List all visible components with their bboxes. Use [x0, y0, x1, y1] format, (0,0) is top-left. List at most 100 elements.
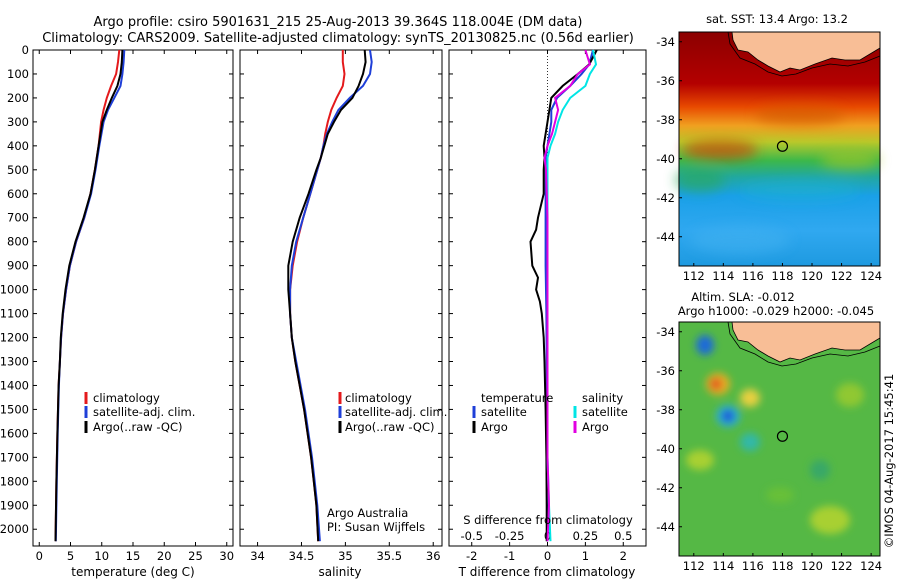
y-tick-label: 1000 — [0, 283, 29, 297]
y-tick-label: 1100 — [0, 307, 29, 321]
y-tick-label: 2000 — [0, 522, 29, 536]
salinity-xlabel: salinity — [318, 565, 361, 579]
difference-ticks: -2 -1 0 1 2-0.5 -0.25 0 0.25 0.5 — [449, 49, 646, 563]
legend-label-satellite: satellite-adj. clim. — [345, 405, 447, 419]
x-tick-label: 25 — [188, 549, 203, 563]
legend-label-s-satellite: satellite — [582, 405, 628, 419]
legend-label-satellite: satellite-adj. clim. — [93, 405, 195, 419]
sst-map-shelf-contour — [727, 31, 881, 77]
annotation-pi: PI: Susan Wijffels — [327, 520, 425, 534]
y-tick-label: 200 — [7, 91, 29, 105]
lat-tick-label: -44 — [656, 230, 675, 244]
sst-map-title: sat. SST: 13.4 Argo: 13.2 — [706, 12, 848, 26]
salinity-axes-frame — [239, 49, 443, 547]
x-tick-label: 35.5 — [376, 549, 402, 563]
temperature-panel: 0100200300400500600700800900100011001200… — [0, 43, 234, 579]
lat-tick-label: -36 — [656, 364, 675, 378]
x-tick-label: 36 — [426, 549, 441, 563]
series-line-argo-raw-qc- — [54, 49, 124, 542]
legend-label-climatology: climatology — [345, 391, 412, 405]
y-tick-label: 0 — [22, 43, 29, 57]
top-tick-label: -0.5 — [461, 529, 483, 543]
y-tick-label: 1500 — [0, 402, 29, 416]
x-tick-label: 1 — [582, 549, 589, 563]
lon-tick-label: 116 — [742, 559, 764, 573]
legend-label-t-satellite: satellite — [481, 405, 527, 419]
y-tick-label: 500 — [7, 163, 29, 177]
x-tick-label: -1 — [504, 549, 515, 563]
difference-lines — [529, 49, 598, 542]
y-tick-label: 400 — [7, 139, 29, 153]
temperature-legend: climatology satellite-adj. clim. Argo(..… — [84, 391, 195, 434]
x-tick-label: 30 — [219, 549, 234, 563]
sst-map-texture — [675, 105, 880, 254]
x-tick-label: -2 — [466, 549, 477, 563]
lat-tick-label: -44 — [656, 520, 675, 534]
legend-header-salinity: salinity — [582, 391, 623, 405]
sla-argo-location-marker — [776, 430, 789, 442]
temperature-ticks: 0 5 10 15 20 25 30 — [33, 49, 234, 563]
lat-tick-label: -40 — [656, 152, 675, 166]
difference-legend: temperature salinity satellite Argo sate… — [472, 391, 628, 434]
annotation-argo-australia: Argo Australia — [327, 506, 408, 520]
lon-tick-label: 124 — [860, 559, 882, 573]
legend-label-t-argo: Argo — [481, 420, 508, 434]
imos-credit: ©IMOS 04-Aug-2017 15:45:41 — [882, 374, 896, 549]
legend-header-temperature: temperature — [481, 391, 553, 405]
sla-map-frame — [678, 321, 881, 557]
difference-panel: -2 -1 0 1 2-0.5 -0.25 0 0.25 0.5 T difference fr… — [448, 49, 647, 579]
x-tick-label: 0 — [544, 549, 551, 563]
difference-xlabel-top: S difference from climatology — [463, 513, 633, 527]
y-tick-label: 600 — [7, 187, 29, 201]
salinity-legend: climatology satellite-adj. clim. Argo(..… — [338, 391, 447, 434]
lon-tick-label: 112 — [683, 269, 705, 283]
lon-tick-label: 112 — [683, 559, 705, 573]
sst-map-frame — [678, 31, 881, 267]
lon-tick-label: 116 — [742, 269, 764, 283]
sla-map-shelf-contour — [727, 321, 881, 367]
lon-tick-label: 118 — [771, 269, 793, 283]
y-tick-label: 300 — [7, 115, 29, 129]
sst-argo-location-marker — [776, 140, 789, 152]
lat-tick-label: -42 — [656, 481, 675, 495]
lon-tick-label: 114 — [712, 269, 734, 283]
x-tick-label: 5 — [67, 549, 74, 563]
lon-tick-label: 120 — [801, 269, 823, 283]
top-tick-label: 0.25 — [573, 529, 599, 543]
sst-map-land — [731, 31, 881, 73]
sst-map-panel: sat. SST: 13.4 Argo: 13.2 112 114 116 118 12… — [656, 12, 882, 283]
temperature-axes-frame — [32, 49, 234, 547]
lon-tick-label: 114 — [712, 559, 734, 573]
legend-label-argo: Argo(..raw -QC) — [345, 420, 435, 434]
lon-tick-label: 124 — [860, 269, 882, 283]
lon-tick-label: 118 — [771, 559, 793, 573]
salinity-ticks: 34 34.5 35 35.5 36 — [240, 49, 442, 563]
y-tick-label: 1400 — [0, 378, 29, 392]
series-line-t-argo — [529, 49, 598, 542]
x-tick-label: 20 — [157, 549, 172, 563]
sla-map-eddies — [686, 335, 864, 534]
lon-tick-label: 120 — [801, 559, 823, 573]
y-tick-label: 1300 — [0, 354, 29, 368]
x-tick-label: 35 — [338, 549, 353, 563]
y-tick-label: 1700 — [0, 450, 29, 464]
temperature-xlabel: temperature (deg C) — [71, 565, 194, 579]
y-tick-label: 900 — [7, 259, 29, 273]
x-tick-label: 2 — [620, 549, 627, 563]
top-tick-label: 0.5 — [614, 529, 632, 543]
difference-xlabel: T difference from climatology — [458, 565, 636, 579]
y-tick-label: 100 — [7, 67, 29, 81]
lon-tick-label: 122 — [831, 269, 853, 283]
x-tick-label: 10 — [94, 549, 109, 563]
legend-label-argo: Argo(..raw -QC) — [93, 420, 183, 434]
x-tick-label: 34.5 — [289, 549, 315, 563]
legend-label-climatology: climatology — [93, 391, 160, 405]
series-line-s-argo — [543, 49, 592, 542]
sla-map-land — [731, 321, 881, 363]
depth-ticks: 0 100 200 300 400 500 600 700 800 900 1000 1100 1200… — [0, 43, 29, 536]
sla-map-ticks: 112 114 116 118 120 122 124 -34 -36 -38 -40 -42 -44 — [656, 325, 882, 573]
lat-tick-label: -40 — [656, 442, 675, 456]
legend-label-s-argo: Argo — [582, 420, 609, 434]
y-tick-label: 1900 — [0, 498, 29, 512]
